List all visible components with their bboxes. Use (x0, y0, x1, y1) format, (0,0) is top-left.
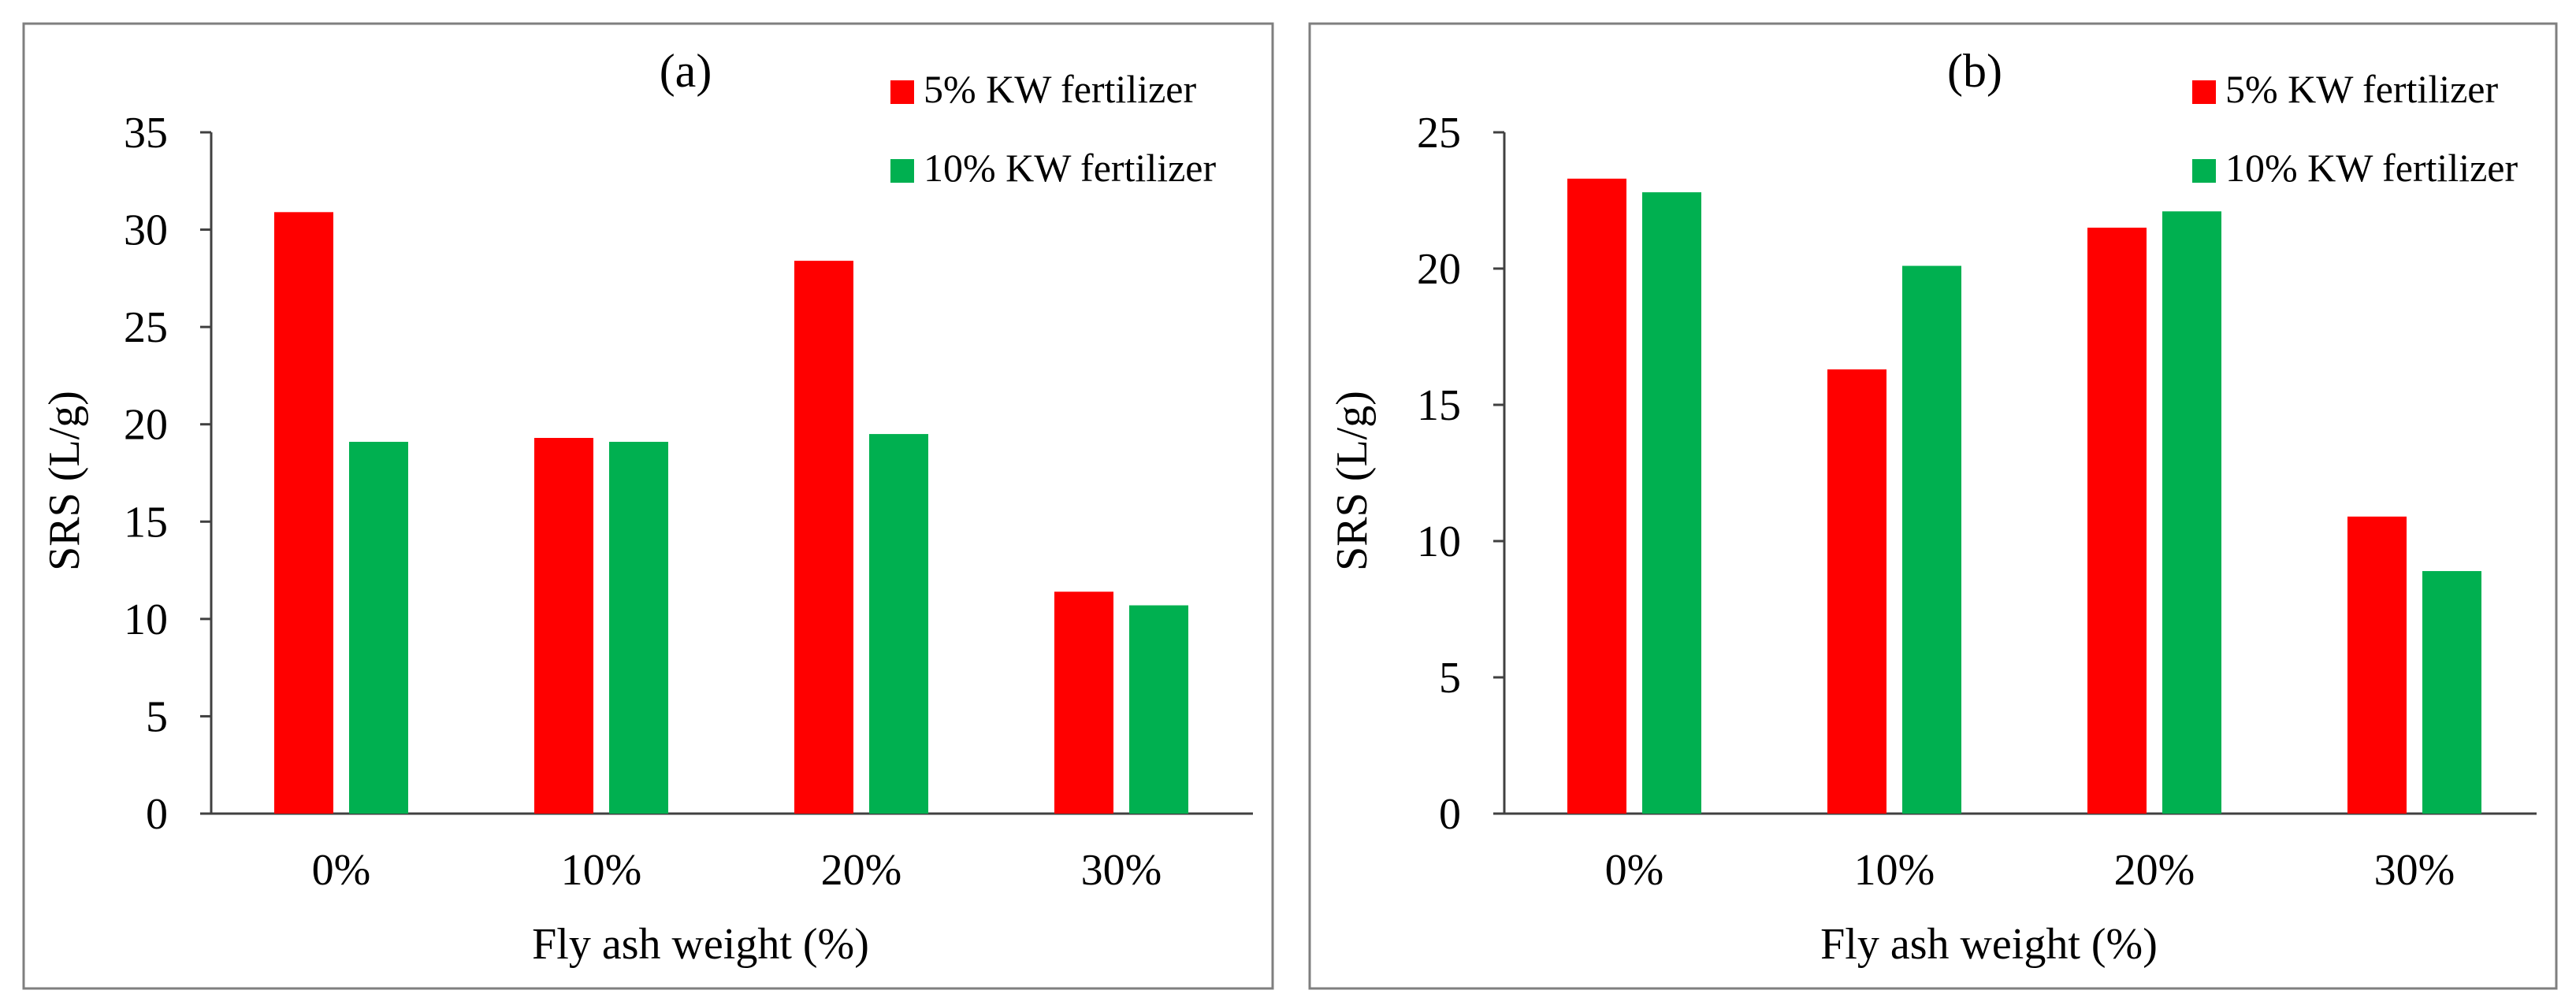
chart-b-legend-swatch (2192, 80, 2216, 104)
chart-a-y-tick-label: 20 (124, 401, 168, 450)
chart-b-bar (1567, 178, 1626, 814)
chart-a-y-axis-label: SRS (L/g) (40, 391, 89, 571)
chart-a-bar (1129, 605, 1188, 814)
chart-a-y-tick-label: 10 (124, 595, 168, 644)
chart-b-x-tick-label: 20% (2114, 846, 2195, 895)
chart-b-bar (2162, 211, 2221, 814)
chart-b-y-tick-label: 25 (1417, 109, 1461, 158)
chart-a-legend-swatch (890, 159, 914, 183)
chart-a-bar (609, 441, 668, 814)
chart-b-legend-label: 5% KW fertilizer (2225, 67, 2498, 111)
chart-a-bar (869, 434, 928, 814)
chart-b-y-axis-label: SRS (L/g) (1328, 391, 1377, 571)
chart-a-bar (349, 441, 408, 814)
chart-a-legend-label: 5% KW fertilizer (924, 67, 1196, 111)
chart-a-y-tick-label: 25 (124, 303, 168, 352)
chart-a-bar (274, 212, 333, 814)
chart-b-legend-swatch (2192, 159, 2216, 183)
chart-a-y-tick-label: 5 (146, 692, 168, 741)
chart-panel-b: 0 5 10 15 20 25 0% 10% 20% 30% Fly ash weight (%) S… (1288, 0, 2575, 1005)
chart-a-x-tick-label: 30% (1081, 846, 1162, 895)
chart-a-x-axis-label: Fly ash weight (%) (532, 920, 869, 969)
chart-b-y-tick-label: 15 (1417, 381, 1461, 430)
chart-a-bar (1054, 592, 1113, 814)
chart-b-bar (2087, 228, 2147, 814)
chart-b-x-tick-label: 10% (1854, 846, 1935, 895)
chart-a-svg: 0 5 10 15 20 25 30 35 0% 10% 20% 30% Fly ash weight … (22, 22, 1274, 990)
chart-b-bar (2422, 571, 2481, 814)
chart-b-y-tick-label: 5 (1439, 654, 1461, 703)
chart-b-x-tick-label: 30% (2374, 846, 2455, 895)
chart-panel-a: 0 5 10 15 20 25 30 35 0% 10% 20% 30% Fly ash weight … (22, 22, 1274, 990)
chart-a-bar (534, 438, 593, 814)
chart-a-legend-swatch (890, 80, 914, 104)
chart-b-x-tick-label: 0% (1605, 846, 1664, 895)
chart-a-title: (a) (660, 45, 712, 97)
chart-a-y-tick-label: 35 (124, 109, 168, 158)
chart-a-x-tick-label: 0% (312, 846, 371, 895)
chart-b-title: (b) (1947, 45, 2002, 97)
chart-a-legend-label: 10% KW fertilizer (924, 146, 1216, 190)
chart-a-x-tick-label: 20% (821, 846, 902, 895)
chart-b-bar (1902, 265, 1961, 814)
chart-b-y-tick-label: 20 (1417, 245, 1461, 294)
chart-b-x-axis-label: Fly ash weight (%) (1820, 920, 2158, 969)
chart-a-y-tick-label: 15 (124, 498, 168, 547)
chart-b-legend-label: 10% KW fertilizer (2225, 146, 2518, 190)
chart-a-y-tick-label: 30 (124, 206, 168, 255)
chart-b-svg: 0 5 10 15 20 25 0% 10% 20% 30% Fly ash weight (%) S… (1308, 22, 2558, 990)
chart-b-bar (1827, 369, 1886, 814)
chart-a-bar (794, 261, 853, 814)
chart-a-y-tick-label: 0 (146, 790, 168, 839)
chart-a-x-tick-label: 10% (561, 846, 642, 895)
chart-b-y-tick-label: 10 (1417, 517, 1461, 566)
chart-b-y-tick-label: 0 (1439, 790, 1461, 839)
chart-b-bar (1642, 192, 1701, 814)
chart-b-bar (2347, 516, 2407, 814)
